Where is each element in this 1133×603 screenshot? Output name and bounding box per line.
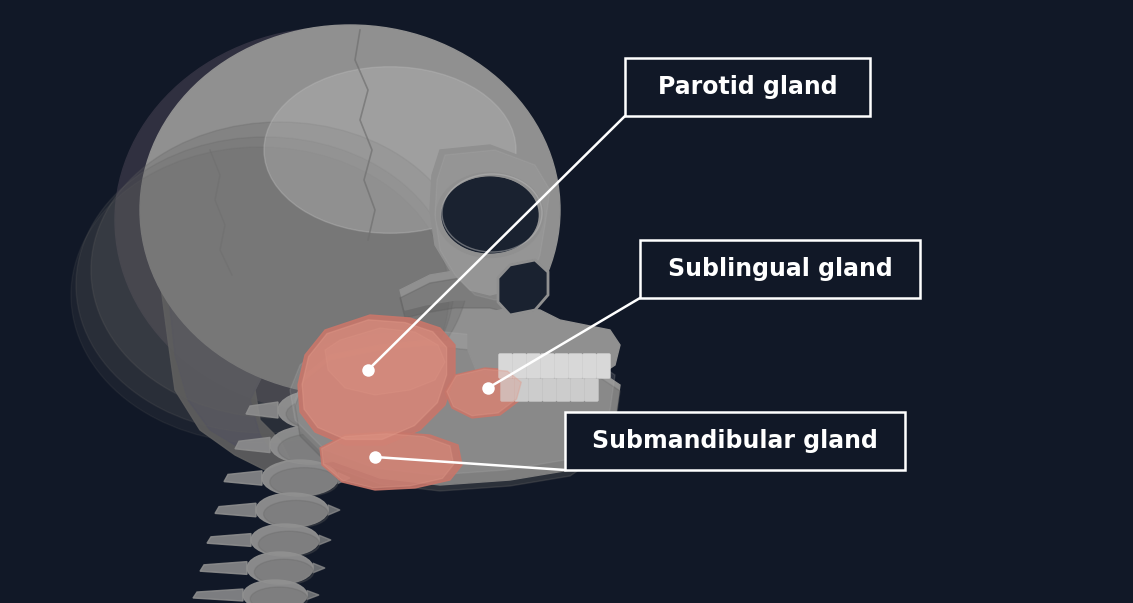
Polygon shape (201, 561, 247, 575)
Ellipse shape (264, 500, 329, 528)
Ellipse shape (264, 67, 516, 233)
Ellipse shape (442, 177, 538, 253)
Polygon shape (350, 440, 363, 450)
Ellipse shape (258, 531, 320, 557)
Text: Submandibular gland: Submandibular gland (593, 429, 878, 453)
FancyBboxPatch shape (529, 379, 542, 401)
Polygon shape (313, 563, 325, 573)
Polygon shape (400, 276, 530, 318)
FancyBboxPatch shape (571, 379, 583, 401)
Polygon shape (298, 315, 455, 445)
Polygon shape (320, 432, 462, 490)
Polygon shape (363, 404, 374, 416)
Polygon shape (327, 505, 340, 515)
Ellipse shape (71, 147, 449, 443)
Polygon shape (224, 471, 262, 485)
Ellipse shape (287, 398, 361, 430)
FancyBboxPatch shape (516, 379, 528, 401)
Polygon shape (322, 434, 453, 488)
Ellipse shape (140, 25, 560, 395)
Polygon shape (290, 330, 615, 475)
FancyBboxPatch shape (540, 354, 554, 378)
Polygon shape (240, 270, 346, 380)
Polygon shape (435, 150, 550, 300)
Ellipse shape (76, 137, 454, 433)
Ellipse shape (91, 122, 469, 418)
Polygon shape (499, 260, 548, 315)
Polygon shape (445, 368, 525, 418)
Ellipse shape (250, 587, 308, 603)
Ellipse shape (256, 493, 327, 527)
Polygon shape (307, 590, 320, 599)
Ellipse shape (278, 434, 350, 464)
FancyBboxPatch shape (585, 379, 598, 401)
Ellipse shape (270, 426, 350, 464)
Ellipse shape (252, 524, 320, 556)
FancyBboxPatch shape (640, 240, 920, 298)
FancyBboxPatch shape (625, 58, 870, 116)
Ellipse shape (262, 460, 338, 496)
Polygon shape (320, 535, 331, 545)
Polygon shape (400, 268, 530, 310)
Polygon shape (338, 473, 350, 484)
Ellipse shape (270, 467, 338, 496)
FancyBboxPatch shape (555, 354, 568, 378)
Polygon shape (207, 534, 252, 546)
FancyBboxPatch shape (597, 354, 610, 378)
FancyBboxPatch shape (565, 412, 905, 470)
Polygon shape (168, 158, 308, 450)
Polygon shape (325, 328, 445, 395)
Polygon shape (246, 402, 278, 418)
FancyBboxPatch shape (543, 379, 556, 401)
Ellipse shape (247, 552, 313, 584)
Polygon shape (235, 437, 270, 453)
Ellipse shape (116, 28, 555, 412)
Polygon shape (215, 503, 256, 517)
Text: Sublingual gland: Sublingual gland (667, 257, 893, 281)
Ellipse shape (242, 580, 307, 603)
Polygon shape (468, 308, 620, 380)
Polygon shape (295, 346, 620, 491)
FancyBboxPatch shape (501, 379, 514, 401)
Polygon shape (303, 320, 446, 440)
Polygon shape (446, 369, 521, 415)
Polygon shape (193, 589, 242, 601)
FancyBboxPatch shape (527, 354, 540, 378)
FancyBboxPatch shape (583, 354, 596, 378)
Polygon shape (295, 340, 620, 485)
Polygon shape (160, 150, 310, 470)
FancyBboxPatch shape (557, 379, 570, 401)
Ellipse shape (278, 390, 363, 430)
FancyBboxPatch shape (513, 354, 526, 378)
Polygon shape (431, 145, 545, 295)
Ellipse shape (254, 559, 314, 585)
FancyBboxPatch shape (499, 354, 512, 378)
FancyBboxPatch shape (569, 354, 582, 378)
Text: Parotid gland: Parotid gland (657, 75, 837, 99)
